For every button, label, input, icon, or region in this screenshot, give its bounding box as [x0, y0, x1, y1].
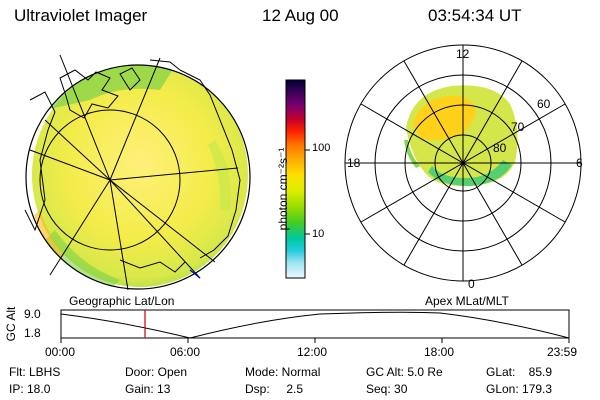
time-tick-0000: 00:00	[45, 345, 76, 359]
status-mode: Mode: Normal	[245, 365, 321, 379]
status-gain: Gain: 13	[125, 382, 171, 396]
status-dsp: Dsp: 2.5	[245, 382, 304, 396]
status-filter: Flt: LBHS	[9, 365, 61, 379]
geographic-caption: Geographic Lat/Lon	[69, 294, 175, 308]
status-seq: Seq: 30	[366, 382, 408, 396]
altitude-strip-chart	[60, 309, 570, 343]
time-tick-1800: 18:00	[424, 345, 455, 359]
observation-date: 12 Aug 00	[262, 6, 339, 25]
mlat-label-60: 60	[537, 97, 551, 111]
geographic-image-panel	[24, 54, 251, 291]
colorbar-tick-10: 10	[312, 228, 325, 240]
mlt-label-dusk: 18	[347, 156, 361, 170]
gc-alt-min-label: 1.8	[24, 326, 41, 340]
mlat-label-80: 80	[493, 141, 507, 155]
mlt-polar-plot	[344, 44, 582, 282]
mlt-label-noon: 12	[456, 47, 470, 61]
status-glat: GLat: 85.9	[486, 365, 553, 379]
status-gc-alt: GC Alt: 5.0 Re	[366, 365, 443, 379]
mlat-label-70: 70	[511, 120, 525, 134]
observation-time: 03:54:34 UT	[428, 6, 522, 25]
status-door: Door: Open	[125, 365, 188, 379]
colorbar-unit-label: photon cm⁻²s⁻¹	[276, 147, 290, 231]
status-glon: GLon: 179.3	[486, 382, 553, 396]
mlt-label-dawn: 6	[576, 156, 583, 170]
mlt-label-midnight: 0	[468, 277, 475, 291]
mlt-caption: Apex MLat/MLT	[425, 294, 509, 308]
intensity-colorbar	[285, 79, 310, 279]
gc-alt-max-label: 9.0	[24, 307, 41, 321]
instrument-title: Ultraviolet Imager	[14, 6, 148, 25]
time-tick-0600: 06:00	[170, 345, 201, 359]
colorbar-tick-100: 100	[312, 142, 331, 154]
gc-alt-axis-label: GC Alt	[4, 306, 18, 342]
time-tick-2359: 23:59	[547, 345, 578, 359]
time-tick-1200: 12:00	[297, 345, 328, 359]
status-ip: IP: 18.0	[9, 382, 51, 396]
